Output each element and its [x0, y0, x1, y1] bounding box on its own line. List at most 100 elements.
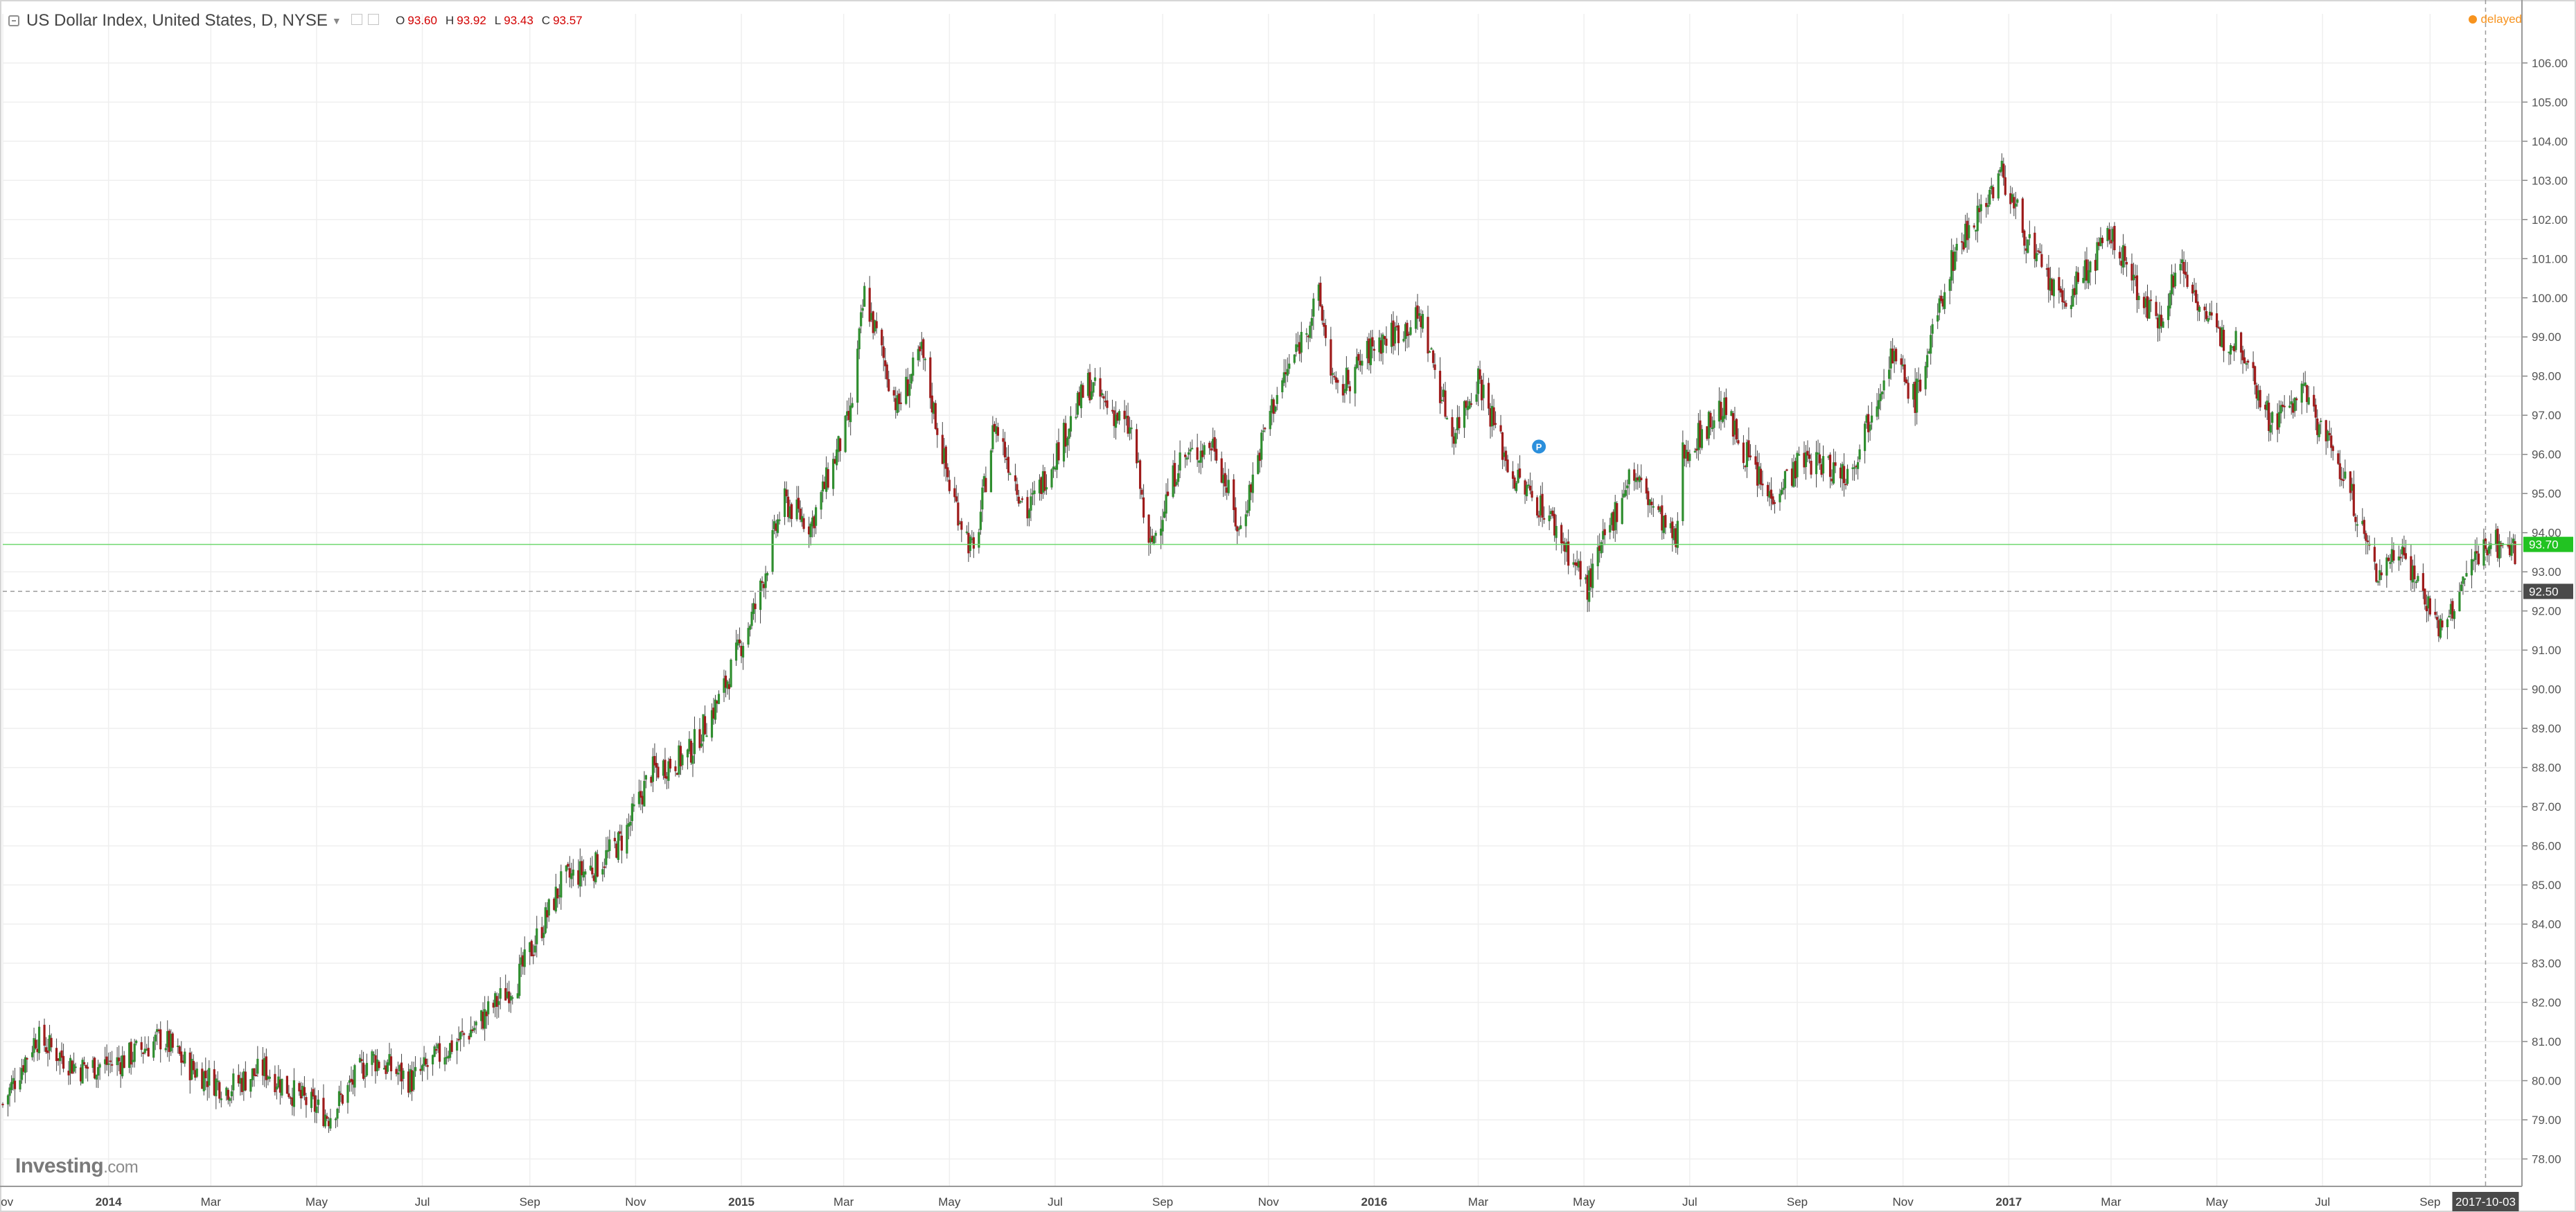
candle-up: [905, 376, 908, 404]
candle-down: [2233, 346, 2236, 351]
candle-up: [558, 895, 561, 897]
chart-title[interactable]: US Dollar Index, United States, D, NYSE: [26, 11, 328, 30]
candle-down: [265, 1056, 267, 1080]
candle-up: [132, 1060, 134, 1062]
candle-up: [1366, 340, 1369, 359]
candle-up: [1865, 415, 1868, 423]
candle-down: [868, 288, 871, 322]
candle-up: [766, 572, 769, 576]
candle-up: [1878, 400, 1880, 410]
candle-up: [69, 1057, 72, 1073]
candle-up: [896, 395, 899, 413]
candle-up: [582, 871, 585, 878]
candle-up: [164, 1048, 167, 1051]
candle-down: [1499, 425, 1502, 432]
candle-up: [1955, 243, 1958, 251]
candle-up: [1578, 561, 1580, 568]
candle-up: [2027, 239, 2029, 253]
candle-down: [168, 1030, 170, 1053]
settings-icon[interactable]: [351, 13, 362, 25]
candle-down: [2059, 288, 2062, 293]
candle-up: [2087, 270, 2090, 283]
chevron-down-icon[interactable]: ▼: [331, 15, 342, 26]
candle-down: [1785, 469, 1788, 471]
candle-up: [2266, 401, 2268, 411]
candle-up: [752, 603, 755, 614]
candle-down: [227, 1089, 229, 1100]
candle-up: [863, 286, 866, 307]
candle-up: [1185, 457, 1188, 460]
candle-down: [2292, 403, 2295, 413]
candle-up: [1745, 442, 1749, 467]
candle-down: [44, 1047, 48, 1053]
candle-up: [2439, 618, 2442, 638]
candle-up: [220, 1098, 222, 1100]
candle-down: [797, 498, 800, 509]
candle-down: [1040, 477, 1043, 494]
candle-down: [213, 1069, 215, 1096]
candle-down: [1213, 437, 1216, 452]
candle-down: [2149, 299, 2153, 301]
close-icon[interactable]: [368, 13, 380, 25]
candle-down: [1501, 432, 1504, 460]
candle-up: [1817, 453, 1819, 455]
candle-up: [1124, 416, 1128, 419]
candle-down: [395, 1069, 398, 1074]
candle-up: [714, 699, 717, 720]
candle-down: [1016, 484, 1018, 495]
candle-up: [773, 521, 776, 529]
candle-up: [1262, 430, 1264, 432]
candle-down: [2514, 541, 2516, 564]
candle-down: [80, 1067, 82, 1082]
candle-up: [1997, 173, 2000, 199]
candle-up: [788, 506, 791, 519]
candle-up: [2169, 292, 2171, 309]
candle-down: [2118, 252, 2121, 258]
candle-up: [1968, 225, 1970, 238]
candle-up: [846, 411, 849, 416]
candle-down: [1319, 282, 1322, 307]
candle-up: [30, 1052, 34, 1057]
candle-up: [747, 628, 750, 645]
candle-down: [808, 526, 811, 535]
candle-up: [2302, 384, 2305, 386]
candle-down: [1640, 477, 1643, 480]
candle-down: [326, 1116, 328, 1119]
candle-up: [2449, 604, 2453, 615]
candle-down: [2110, 240, 2112, 244]
candle-down: [1562, 541, 1564, 544]
candle-down: [1985, 202, 1988, 207]
candle-down: [2425, 606, 2428, 612]
candle-up: [135, 1040, 138, 1044]
candle-down: [2194, 290, 2198, 304]
candle-up: [2111, 229, 2115, 242]
y-tick-label: 103.00: [2532, 174, 2568, 187]
candle-down: [85, 1064, 87, 1069]
candle-up: [91, 1060, 94, 1069]
candle-up: [1430, 348, 1433, 350]
candle-up: [143, 1048, 146, 1053]
candle-up: [388, 1054, 391, 1065]
y-tick-label: 79.00: [2532, 1114, 2561, 1127]
candle-up: [1517, 469, 1519, 483]
candle-down: [1735, 419, 1738, 440]
candle-up: [626, 825, 628, 854]
candle-up: [1697, 423, 1700, 450]
candle-up: [1718, 401, 1720, 422]
candle-up: [2458, 591, 2461, 612]
candle-down: [553, 898, 556, 911]
collapse-icon[interactable]: [8, 15, 19, 26]
candle-down: [2496, 528, 2499, 559]
candle-up: [572, 869, 574, 876]
candle-up: [1931, 324, 1934, 334]
candle-up: [2482, 539, 2485, 566]
candle-up: [1527, 484, 1530, 486]
candle-up: [1402, 338, 1405, 342]
candle-down: [1359, 360, 1361, 365]
candle-down: [1321, 306, 1323, 321]
candle-down: [13, 1080, 17, 1089]
candle-down: [1574, 562, 1577, 565]
candle-down: [1323, 322, 1325, 327]
